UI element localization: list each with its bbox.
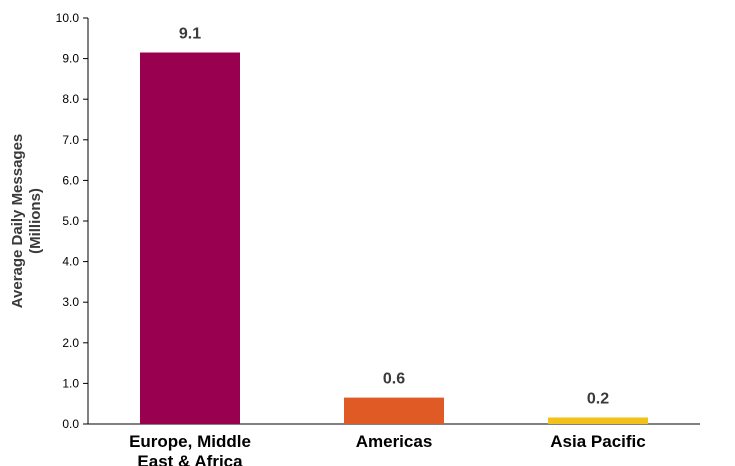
y-tick-label: 1.0 — [62, 376, 79, 390]
category-label: Asia Pacific — [550, 432, 645, 451]
y-tick-label: 2.0 — [62, 336, 79, 350]
category-label: Americas — [356, 432, 433, 451]
y-tick-label: 7.0 — [62, 133, 79, 147]
y-axis-title: Average Daily Messages (Millions) — [9, 134, 44, 309]
data-labels: 9.1 0.6 0.2 — [179, 26, 609, 408]
bar — [548, 417, 648, 424]
y-tick-label: 9.0 — [62, 52, 79, 66]
bar-value-label: 0.6 — [383, 371, 405, 388]
y-axis-title-line: Average Daily Messages — [9, 134, 26, 309]
bars — [140, 52, 648, 424]
y-tick-label: 10.0 — [56, 11, 80, 25]
bar-value-label: 0.2 — [587, 391, 609, 408]
y-tick-label: 6.0 — [62, 173, 79, 187]
y-axis-title-line: (Millions) — [27, 188, 44, 254]
category-label: East & Africa — [137, 452, 243, 466]
category-label: Europe, Middle — [129, 432, 251, 451]
bar — [344, 397, 444, 424]
bar — [140, 52, 240, 424]
y-tick-label: 3.0 — [62, 295, 79, 309]
y-axis: 0.0 1.0 2.0 3.0 4.0 5.0 6.0 7.0 8.0 9.0 10.0 — [56, 11, 89, 431]
y-tick-label: 0.0 — [62, 417, 79, 431]
y-tick-label: 5.0 — [62, 214, 79, 228]
bar-value-label: 9.1 — [179, 26, 201, 43]
y-tick-label: 8.0 — [62, 92, 79, 106]
y-tick-label: 4.0 — [62, 255, 79, 269]
